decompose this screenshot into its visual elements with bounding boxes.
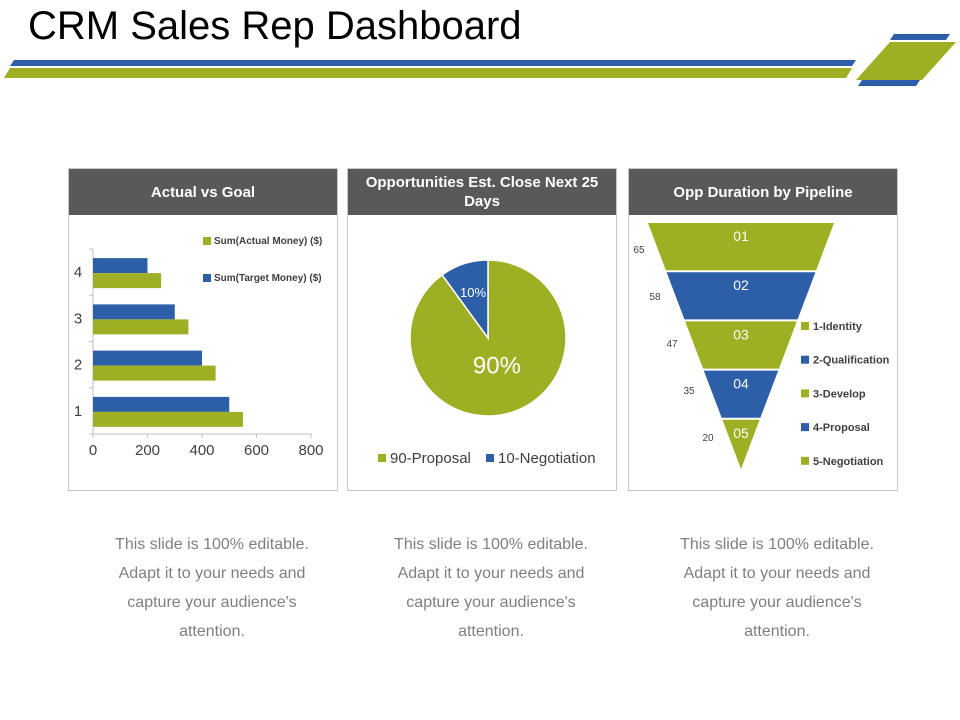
funnel-stage xyxy=(648,223,834,271)
panel-title-opportunities-text: Opportunities Est. Close Next 25 Days xyxy=(365,174,599,210)
legend-label: 5-Negotiation xyxy=(813,456,884,468)
bar-chart: 0 200 400 600 800 1 2 3 4 Sum(Actual Money) ($) Su… xyxy=(74,236,324,459)
legend-swatch xyxy=(801,355,809,364)
legend-swatch xyxy=(486,454,494,462)
page-title: CRM Sales Rep Dashboard xyxy=(28,4,522,48)
header-green-parallelogram xyxy=(856,42,956,80)
bar-target-money xyxy=(93,350,202,366)
legend-label: 2-Qualification xyxy=(813,355,890,367)
y-tick-label: 4 xyxy=(74,264,82,281)
funnel-stage xyxy=(666,272,816,320)
legend-label: 10-Negotiation xyxy=(498,450,596,467)
pie-data-label: 10% xyxy=(460,285,486,300)
funnel-value-label: 35 xyxy=(683,386,695,397)
funnel-stage-label: 02 xyxy=(733,277,749,293)
caption-line: This slide is 100% editable. xyxy=(115,536,309,553)
caption-3: This slide is 100% editable. Adapt it to… xyxy=(662,530,892,646)
funnel-value-label: 65 xyxy=(633,245,645,256)
y-tick-label: 2 xyxy=(74,357,82,374)
funnel-stage-label: 03 xyxy=(733,326,749,342)
pie-chart: 90% 10% 90-Proposal 10-Negotiation xyxy=(378,259,596,467)
panel-actual-vs-goal: Actual vs Goal 0 200 400 600 800 1 2 3 4 Sum(Actu… xyxy=(68,168,338,491)
funnel-stage xyxy=(722,419,760,469)
x-tick-label: 0 xyxy=(89,442,97,459)
caption-line: This slide is 100% editable. xyxy=(680,536,874,553)
header-blue-parallelogram-bottom xyxy=(858,80,920,86)
pie-slice xyxy=(441,259,489,341)
legend-label: Sum(Actual Money) ($) xyxy=(214,236,322,247)
bar-target-money xyxy=(93,304,175,320)
header-blue-stripe xyxy=(10,60,856,66)
funnel-stage xyxy=(685,321,797,369)
legend-swatch xyxy=(378,454,386,462)
legend-label: 3-Develop xyxy=(813,388,866,400)
panel-title-actual-vs-goal: Actual vs Goal xyxy=(69,169,337,215)
legend-swatch xyxy=(801,322,809,330)
funnel-stage-label: 01 xyxy=(733,228,749,244)
panel-opp-duration: Opp Duration by Pipeline 01 65 1-Identity 0… xyxy=(628,168,898,491)
caption-line: Adapt it to your needs and xyxy=(118,565,306,582)
header-decoration xyxy=(4,34,956,86)
panel-title-opportunities: Opportunities Est. Close Next 25 Days xyxy=(348,169,616,215)
legend-swatch xyxy=(203,274,211,282)
bar-actual-money xyxy=(93,411,243,427)
panel-opportunities: Opportunities Est. Close Next 25 Days 90… xyxy=(347,168,617,491)
x-tick-label: 400 xyxy=(189,442,214,459)
legend-swatch xyxy=(801,389,809,398)
y-tick-label: 3 xyxy=(74,310,82,327)
x-tick-label: 800 xyxy=(298,442,323,459)
bar-target-money xyxy=(93,396,230,412)
header-blue-parallelogram-top xyxy=(890,34,950,40)
legend-label: 1-Identity xyxy=(813,321,863,333)
panel-title-opp-duration: Opp Duration by Pipeline xyxy=(629,169,897,215)
legend-label: Sum(Target Money) ($) xyxy=(214,273,322,284)
funnel-value-label: 58 xyxy=(649,292,661,303)
bar-actual-money xyxy=(93,319,189,335)
legend-swatch xyxy=(203,237,211,245)
caption-line: capture your audience's xyxy=(406,594,576,611)
x-tick-label: 200 xyxy=(135,442,160,459)
caption-2: This slide is 100% editable. Adapt it to… xyxy=(376,530,606,646)
bar-actual-money xyxy=(93,273,162,289)
funnel-stage-label: 05 xyxy=(733,425,749,441)
legend-swatch xyxy=(801,423,809,432)
funnel-value-label: 20 xyxy=(702,433,714,444)
caption-line: attention. xyxy=(744,623,810,640)
y-tick-label: 1 xyxy=(74,403,82,420)
caption-line: Adapt it to your needs and xyxy=(397,565,585,582)
caption-line: Adapt it to your needs and xyxy=(683,565,871,582)
funnel-stage xyxy=(703,370,779,418)
header-green-stripe xyxy=(4,68,852,78)
caption-line: capture your audience's xyxy=(127,594,297,611)
funnel-chart: 01 65 1-Identity 02 58 2-Qualification 03 47 3-D… xyxy=(633,223,890,469)
caption-line: This slide is 100% editable. xyxy=(394,536,588,553)
caption-1: This slide is 100% editable. Adapt it to… xyxy=(97,530,327,646)
bar-actual-money xyxy=(93,365,216,381)
pie-data-label: 90% xyxy=(473,352,521,379)
x-tick-label: 600 xyxy=(244,442,269,459)
legend-label: 90-Proposal xyxy=(390,450,471,467)
bar-target-money xyxy=(93,258,148,274)
funnel-stage-label: 04 xyxy=(733,376,749,392)
caption-line: attention. xyxy=(179,623,245,640)
legend-swatch xyxy=(801,456,809,465)
caption-line: attention. xyxy=(458,623,524,640)
legend-label: 4-Proposal xyxy=(813,422,870,434)
caption-line: capture your audience's xyxy=(692,594,862,611)
funnel-value-label: 47 xyxy=(666,339,678,350)
